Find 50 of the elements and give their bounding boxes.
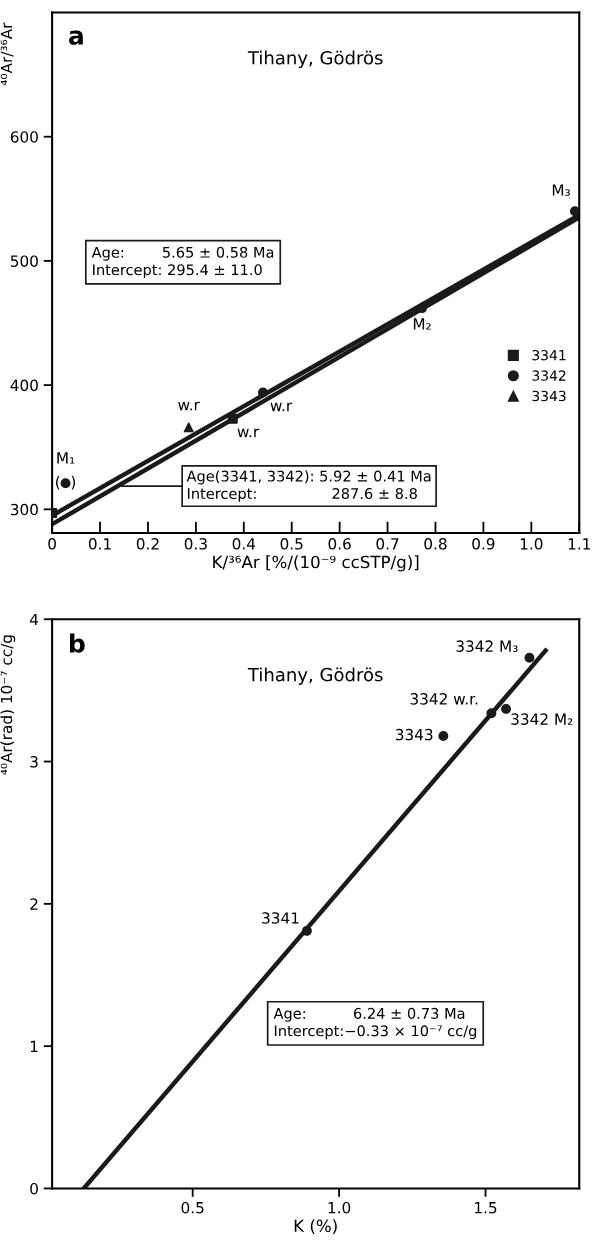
x-tick-label: 0 (48, 538, 56, 550)
x-tick-label: 0.2 (136, 538, 159, 550)
legend-label: 3343 (532, 390, 566, 402)
y-tick-label: 2 (30, 898, 38, 910)
x-tick-label: 0.7 (376, 538, 399, 550)
x-tick-label: 0.1 (88, 538, 111, 550)
x-tick-label: 0.3 (184, 538, 207, 550)
annotation: ( ) (56, 475, 76, 490)
x-tick-label: 0.9 (472, 538, 495, 550)
x-tick-label: 1.0 (520, 538, 543, 550)
annotation: M₃ (552, 184, 570, 196)
annotation: 3341 (262, 912, 299, 924)
y-tick-label: 1 (30, 1040, 38, 1052)
annotation: 3342 M₂ (511, 713, 573, 725)
annotation: 3342 w.r. (410, 693, 478, 705)
annotation: w.r (237, 428, 260, 438)
y-tick-label: 600 (10, 131, 38, 143)
text: Tihany, Gödrös (247, 50, 383, 69)
y-tick-label: 300 (10, 503, 38, 516)
annotation: Age: 6.24 ± 0.73 Ma Intercept:−0.33 × 10⁻⁷ cc/g (273, 1007, 477, 1040)
annotation: M₁ (57, 452, 75, 464)
y-tick-label: 400 (10, 379, 38, 392)
y-axis-title: ⁴⁰Ar/³⁶Ar (0, 22, 14, 86)
annotation: a (69, 30, 83, 45)
x-tick-label: 0.6 (328, 538, 351, 550)
annotation: 3342 M₃ (456, 640, 518, 652)
annotation: Age(3341, 3342): 5.92 ± 0.41 Ma Intercept: 287.6 ± 8.8 (186, 470, 431, 502)
x-tick-label: 0.8 (424, 538, 447, 550)
x-tick-label: 1.1 (568, 538, 590, 550)
x-tick-label: 1.5 (475, 1202, 497, 1214)
x-tick-label: 1.0 (328, 1201, 351, 1214)
y-tick-label: 3 (30, 756, 38, 768)
y-tick-label: 0 (30, 1182, 38, 1195)
y-tick-label: 4 (29, 613, 39, 626)
text: Tihany, Gödrös (247, 667, 383, 685)
legend-label: 3341 (532, 349, 566, 361)
x-tick-label: 0.5 (280, 538, 303, 550)
x-axis-title: K/³⁶Ar [%/(10⁻⁹ ccSTP/g)] (213, 555, 419, 572)
x-tick-label: 0.5 (181, 1201, 204, 1214)
y-tick-label: 500 (10, 255, 38, 267)
x-tick-label: 0.4 (232, 538, 256, 550)
annotation: M₂ (413, 318, 431, 330)
x-axis-title: K (%) (294, 1219, 337, 1235)
y-axis-title: ⁴⁰Ar(rad) 10⁻⁷ cc/g (0, 635, 16, 775)
annotation: b (70, 633, 85, 653)
annotation: w.r (178, 401, 200, 411)
annotation: Age: 5.65 ± 0.58 Ma Intercept: 295.4 ± 11.0 (91, 246, 274, 279)
annotation: w.r (270, 402, 293, 412)
annotation: 3343 (395, 728, 433, 741)
legend-label: 3342 (532, 370, 566, 381)
